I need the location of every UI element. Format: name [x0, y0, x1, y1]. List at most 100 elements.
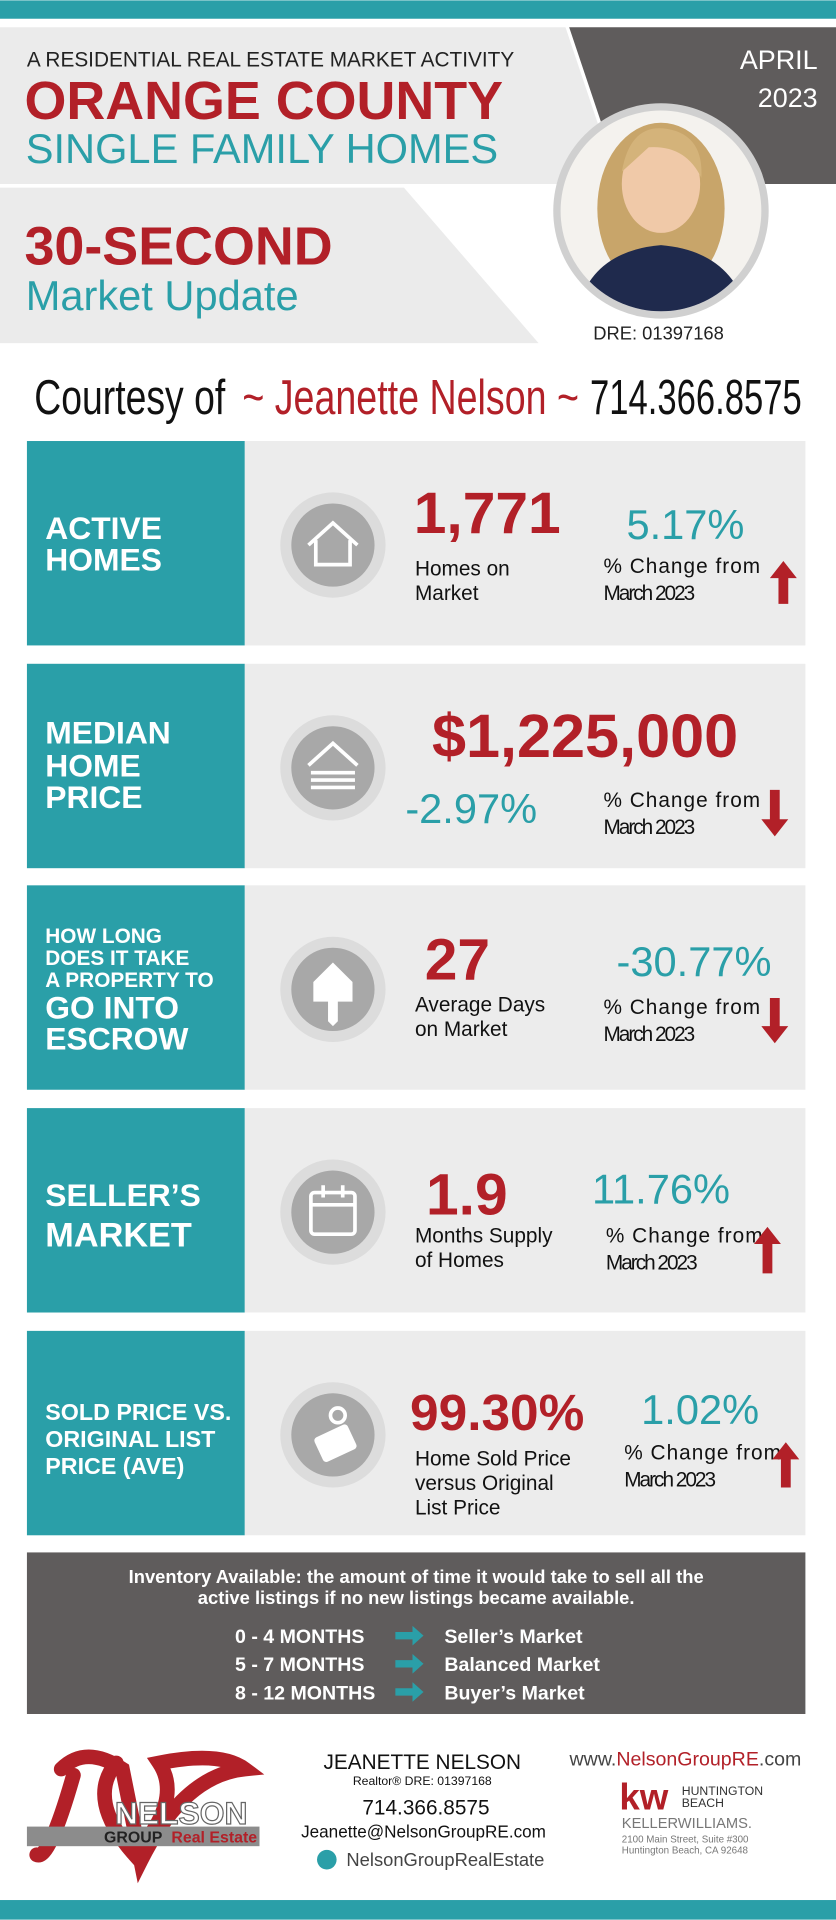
footer-agent: JEANETTE NELSON: [323, 1751, 521, 1774]
stat-label: SELLER’S: [45, 1177, 201, 1213]
change-arrow: [761, 997, 789, 1044]
stat-value: $1,225,000: [432, 702, 738, 770]
footer-phone: 714.366.8575: [362, 1796, 489, 1819]
stat-value: 27: [425, 928, 490, 993]
inventory-market: Buyer’s Market: [444, 1682, 585, 1704]
stat-caption: of Homes: [415, 1249, 504, 1272]
stat-icon: [280, 936, 386, 1043]
footer-email: Jeanette@NelsonGroupRE.com: [301, 1822, 546, 1842]
dre: DRE: 01397168: [593, 322, 724, 343]
inventory-note: Inventory Available: the amount of time …: [129, 1566, 704, 1587]
key-glyph: [328, 1406, 348, 1425]
stat-change: -2.97%: [405, 785, 537, 832]
stat-change: 1.02%: [641, 1386, 759, 1433]
inventory-range: 0 - 4 MONTHS: [235, 1626, 364, 1648]
stat-label: HOME: [45, 747, 140, 783]
stat-label: ORIGINAL LIST: [45, 1426, 215, 1452]
facebook-icon: [317, 1849, 337, 1870]
website: www.NelsonGroupRE.com: [569, 1748, 802, 1770]
inventory-market: Seller’s Market: [444, 1626, 583, 1648]
kw-address: Huntington Beach, CA 92648: [622, 1846, 749, 1857]
kw-office: BEACH: [682, 1796, 724, 1810]
stat-change: -30.77%: [617, 938, 772, 985]
stat-change-text: % Change from: [603, 789, 760, 812]
stat-change-text: % Change from: [603, 555, 760, 578]
stat-label: SOLD PRICE VS.: [45, 1399, 231, 1425]
header-panel: [0, 27, 619, 184]
kw-address: 2100 Main Street, Suite #300: [622, 1835, 749, 1846]
stat-icon: [280, 1159, 386, 1265]
footer-social: NelsonGroupRealEstate: [346, 1849, 544, 1870]
stat-icon: [280, 1382, 386, 1488]
stat-change-text: March 2023: [603, 582, 695, 605]
tag-glyph: [314, 1424, 357, 1462]
stat-icon: [280, 492, 386, 598]
stat-label: GO INTO: [45, 990, 179, 1026]
stat-value: 1.9: [426, 1163, 508, 1228]
stat-caption: on Market: [415, 1018, 508, 1041]
stat-change: 11.76%: [592, 1166, 730, 1213]
change-arrow: [769, 560, 797, 604]
house-glyph: [307, 520, 359, 567]
change-arrow: [772, 1442, 800, 1488]
change-arrow: [761, 789, 789, 837]
stat-label: MARKET: [45, 1216, 192, 1254]
stat-label-panel: [26, 1108, 245, 1313]
inventory-market: Balanced Market: [444, 1654, 600, 1676]
stat-label: MEDIAN: [45, 714, 170, 750]
stat-caption: Average Days: [415, 993, 545, 1016]
icon-disc: [291, 1170, 375, 1254]
month: APRIL: [740, 45, 818, 75]
inventory-arrow: [395, 1682, 424, 1702]
logo-bar: [26, 1826, 260, 1847]
stat-label-panel: [26, 663, 245, 869]
agent-name: ~ Jeanette Nelson ~: [242, 371, 579, 425]
stat-label: PRICE (AVE): [45, 1453, 184, 1479]
website-part: NelsonGroupRE: [616, 1748, 759, 1770]
bottom-band: [0, 1900, 836, 1920]
stat-caption: Home Sold Price: [415, 1448, 571, 1471]
stat-label: DOES IT TAKE: [45, 947, 189, 970]
stat-caption: List Price: [415, 1496, 501, 1519]
footer-role: Realtor® DRE: 01397168: [353, 1774, 492, 1788]
key-house: [313, 962, 353, 1027]
stat-label: PRICE: [45, 779, 142, 815]
calendar-grid: [310, 1185, 355, 1207]
update-title: 30-SECOND: [24, 217, 332, 277]
courtesy-prefix: Courtesy of: [34, 371, 225, 425]
title: ORANGE COUNTY: [24, 71, 503, 131]
stat-change-text: % Change from: [606, 1225, 763, 1248]
inventory-range: 5 - 7 MONTHS: [235, 1654, 364, 1676]
stat-change-text: March 2023: [603, 816, 695, 839]
stat-label: ESCROW: [45, 1020, 188, 1056]
stat-change-text: % Change from: [603, 996, 760, 1019]
icon-disc: [291, 726, 375, 810]
stat-label: ACTIVE: [45, 510, 162, 546]
kicker: A RESIDENTIAL REAL ESTATE MARKET ACTIVIT…: [27, 48, 514, 71]
top-band: [0, 0, 836, 19]
stat-change-text: March 2023: [606, 1252, 698, 1275]
inventory-range: 8 - 12 MONTHS: [235, 1682, 375, 1704]
stat-caption: versus Original: [415, 1472, 554, 1495]
agent-phone: 714.366.8575: [590, 371, 802, 425]
icon-disc: [291, 503, 375, 587]
stat-change-text: March 2023: [624, 1468, 716, 1491]
stat-label: A PROPERTY TO: [45, 969, 213, 992]
logo-re: Real Estate: [171, 1830, 257, 1847]
stat-label-panel: [26, 1330, 245, 1536]
subtitle: SINGLE FAMILY HOMES: [26, 125, 498, 172]
stat-value: 1,771: [414, 481, 561, 546]
stat-value: 99.30%: [410, 1383, 584, 1441]
update-subtitle: Market Update: [26, 272, 299, 319]
house-glyph: [307, 740, 359, 790]
stat-caption: Homes on: [415, 558, 510, 581]
stat-change-text: March 2023: [603, 1023, 695, 1046]
logo-name: NELSON: [115, 1795, 248, 1831]
calendar-glyph: [309, 1190, 357, 1237]
stat-caption: Market: [415, 582, 479, 605]
stat-label-panel: [26, 441, 245, 646]
website-part: www.: [569, 1748, 617, 1770]
agent-photo: [553, 103, 769, 319]
kw-office: HUNTINGTON: [682, 1784, 763, 1798]
